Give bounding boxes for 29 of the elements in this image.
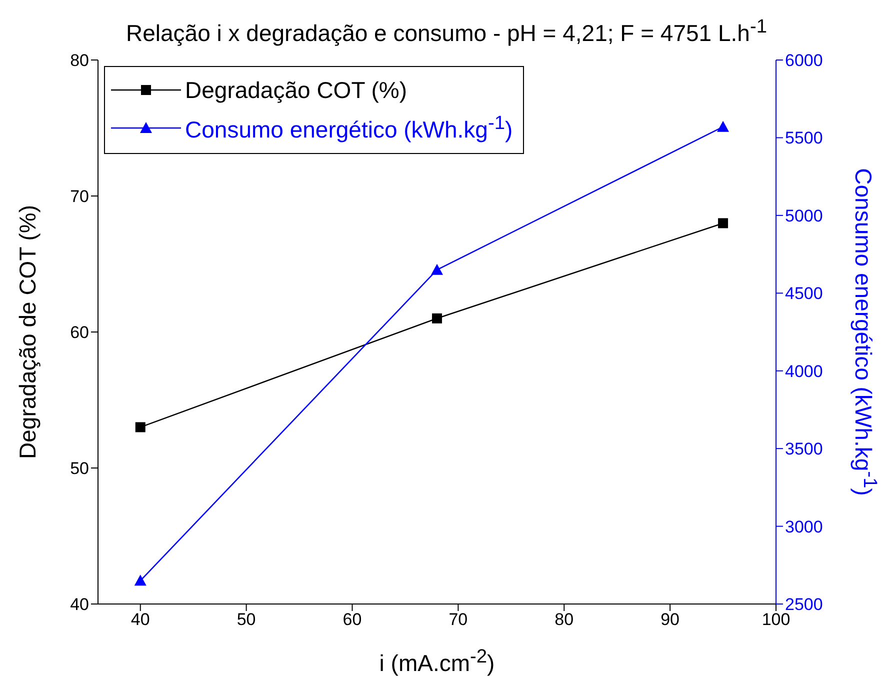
y2-tick-label: 4000 [785,362,823,381]
x-tick-label: 70 [448,610,468,630]
y2-tick-label: 6000 [785,51,823,70]
legend-label: Degradação COT (%) [185,76,407,104]
y-tick-label: 60 [70,323,89,342]
y2-tick-label: 4500 [785,284,823,304]
y-axis-title: Degradação de COT (%) [14,205,40,459]
point [718,218,728,228]
x-tick-label: 80 [554,610,574,630]
point [134,574,146,586]
point [432,313,442,324]
y2-tick-label: 3000 [785,517,823,536]
y2-tick-label: 3500 [785,440,823,459]
x-axis-title: i (mA.cm$^{-2}$) [379,646,495,676]
x-tick-label: 50 [236,610,256,630]
point [135,422,146,432]
y2-tick-label: 5500 [785,128,823,148]
x-tick-label: 40 [130,610,150,630]
point [431,264,443,275]
y-tick-label: 80 [70,51,89,70]
y2-tick-label: 5000 [785,206,823,226]
x-tick-label: 90 [660,610,680,630]
y-tick-label: 40 [70,595,89,614]
y-tick-label: 70 [70,187,89,206]
point [717,120,730,132]
x-tick-label: 60 [342,610,362,630]
y-tick-label: 50 [70,459,89,478]
legend-label: Consumo energético (kWh.kg$^{-1}$) [185,112,513,144]
chart-title: Relação i x degradação e consumo - pH = 4,21; F = 4751 L.h$^{-1}$ [126,16,767,46]
